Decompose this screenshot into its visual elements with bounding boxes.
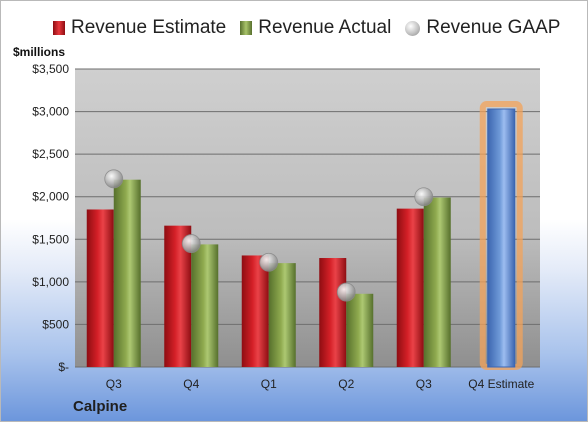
legend-item-gaap: Revenue GAAP bbox=[405, 17, 560, 39]
bar-revenue-estimate bbox=[241, 255, 269, 367]
x-tick-label: Q4 bbox=[183, 377, 199, 391]
bar-revenue-actual bbox=[346, 293, 374, 367]
legend-item-actual: Revenue Actual bbox=[240, 17, 391, 39]
bar-revenue-actual bbox=[113, 179, 141, 367]
y-tick-label: $1,500 bbox=[32, 232, 69, 246]
bar-revenue-actual bbox=[268, 263, 296, 367]
legend-swatch-gaap bbox=[405, 20, 421, 36]
x-tick-label: Q4 Estimate bbox=[468, 377, 534, 391]
bar-revenue-estimate bbox=[319, 258, 347, 367]
legend-label-actual: Revenue Actual bbox=[258, 17, 392, 38]
bar-revenue-estimate bbox=[86, 209, 114, 367]
legend-swatch-estimate bbox=[53, 21, 65, 35]
y-tick-label: $- bbox=[58, 360, 69, 374]
y-tick-label: $2,500 bbox=[32, 147, 69, 161]
y-axis-unit-label: $millions bbox=[13, 45, 66, 59]
x-tick-label: Q1 bbox=[261, 377, 277, 391]
marker-revenue-gaap bbox=[104, 169, 124, 189]
company-name: Calpine bbox=[73, 398, 128, 415]
x-tick-label: Q2 bbox=[338, 377, 354, 391]
legend-label-gaap: Revenue GAAP bbox=[426, 17, 561, 38]
x-tick-label: Q3 bbox=[106, 377, 122, 391]
bar-revenue-forecast bbox=[487, 108, 516, 368]
bar-revenue-actual bbox=[423, 197, 451, 367]
bar-revenue-estimate bbox=[396, 208, 424, 367]
marker-revenue-gaap bbox=[414, 187, 434, 207]
marker-revenue-gaap bbox=[181, 234, 201, 253]
legend-label-estimate: Revenue Estimate bbox=[71, 17, 227, 38]
bar-revenue-actual bbox=[191, 244, 219, 367]
y-tick-label: $3,000 bbox=[32, 105, 69, 119]
marker-revenue-gaap bbox=[336, 282, 356, 302]
y-tick-label: $3,500 bbox=[32, 62, 69, 76]
y-tick-label: $500 bbox=[42, 317, 69, 331]
y-tick-label: $2,000 bbox=[32, 190, 69, 204]
legend-item-estimate: Revenue Estimate bbox=[53, 17, 226, 39]
chart-legend: Revenue Estimate Revenue Actual Revenue … bbox=[53, 17, 560, 39]
marker-revenue-gaap bbox=[259, 252, 279, 272]
legend-swatch-actual bbox=[240, 21, 253, 35]
plot-area bbox=[75, 69, 540, 367]
y-tick-label: $1,000 bbox=[32, 275, 69, 289]
x-tick-label: Q3 bbox=[416, 377, 432, 391]
